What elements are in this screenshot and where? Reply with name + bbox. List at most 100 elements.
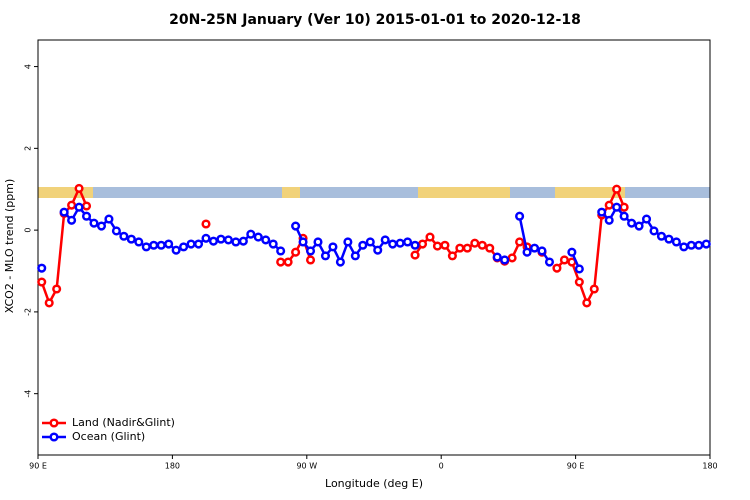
y-tick-label: -4 <box>24 390 33 398</box>
x-tick-label: 90 W <box>296 462 317 471</box>
point <box>492 252 502 262</box>
y-tick-label: 0 <box>24 228 33 233</box>
y-tick-label: -2 <box>24 308 33 316</box>
point <box>283 257 293 267</box>
point <box>634 221 644 231</box>
point <box>179 242 189 252</box>
point <box>320 251 331 261</box>
point <box>567 247 577 257</box>
chart-title: 20N-25N January (Ver 10) 2015-01-01 to 2… <box>169 12 581 28</box>
legend-label: Land (Nadir&Glint) <box>72 416 175 429</box>
point <box>186 239 196 249</box>
point <box>104 214 114 224</box>
point <box>134 237 144 247</box>
point <box>701 239 711 249</box>
x-tick-label: 180 <box>165 462 180 471</box>
legend-label: Ocean (Glint) <box>72 430 145 443</box>
point <box>52 284 62 294</box>
point <box>365 237 375 247</box>
point <box>552 263 562 273</box>
point <box>149 240 159 250</box>
point <box>373 245 383 255</box>
point <box>440 240 450 250</box>
point <box>96 221 107 231</box>
point <box>358 240 368 250</box>
point <box>656 231 667 241</box>
point <box>298 237 308 247</box>
x-tick-label: 90 E <box>567 462 585 471</box>
point <box>627 218 637 228</box>
x-tick-label: 180 <box>702 462 717 471</box>
point <box>649 226 659 236</box>
point <box>432 241 443 251</box>
point <box>507 253 517 263</box>
point <box>350 251 360 261</box>
point <box>328 242 338 252</box>
point <box>171 245 181 255</box>
point <box>74 183 84 193</box>
point <box>59 207 69 217</box>
point <box>261 235 271 245</box>
point <box>574 264 584 274</box>
point <box>231 237 241 247</box>
point <box>276 246 286 256</box>
point <box>515 211 525 221</box>
point <box>37 277 47 287</box>
point <box>305 246 316 256</box>
point <box>589 284 599 294</box>
point <box>343 237 353 247</box>
point <box>544 257 555 267</box>
point <box>67 200 77 210</box>
point <box>619 202 629 212</box>
point <box>313 237 323 247</box>
point <box>417 239 428 249</box>
point <box>395 238 405 248</box>
point <box>223 235 233 245</box>
point <box>477 240 487 250</box>
point <box>111 226 121 236</box>
point <box>201 233 211 243</box>
point <box>619 211 629 221</box>
point <box>470 238 480 248</box>
point <box>529 243 540 253</box>
point <box>447 251 457 261</box>
point <box>141 242 151 252</box>
point <box>612 184 622 194</box>
x-axis-label: Longitude (deg E) <box>325 477 423 490</box>
point <box>201 219 211 229</box>
point <box>515 237 525 247</box>
y-tick-label: 4 <box>24 64 33 69</box>
x-tick-label: 90 E <box>29 462 47 471</box>
point <box>305 255 316 265</box>
point <box>216 234 226 244</box>
point <box>582 298 592 308</box>
legend-marker <box>49 432 59 442</box>
point <box>485 243 495 253</box>
point <box>410 240 420 250</box>
point <box>425 232 435 242</box>
point <box>74 202 84 212</box>
point <box>246 229 256 239</box>
point <box>44 298 54 308</box>
legend-marker <box>49 418 59 428</box>
point <box>641 214 652 224</box>
point <box>67 215 77 225</box>
point <box>81 211 92 221</box>
point <box>604 215 614 225</box>
point <box>126 234 136 244</box>
point <box>612 202 622 212</box>
map-strip <box>38 187 710 198</box>
point <box>238 236 248 246</box>
point <box>694 240 704 250</box>
point <box>410 250 420 260</box>
point <box>193 239 204 249</box>
point <box>380 235 390 245</box>
point <box>455 243 465 253</box>
point <box>462 243 472 253</box>
plot-frame <box>37 39 711 456</box>
point <box>671 237 681 247</box>
point <box>597 207 607 217</box>
point <box>537 246 547 256</box>
point <box>164 239 174 249</box>
point <box>403 237 413 247</box>
